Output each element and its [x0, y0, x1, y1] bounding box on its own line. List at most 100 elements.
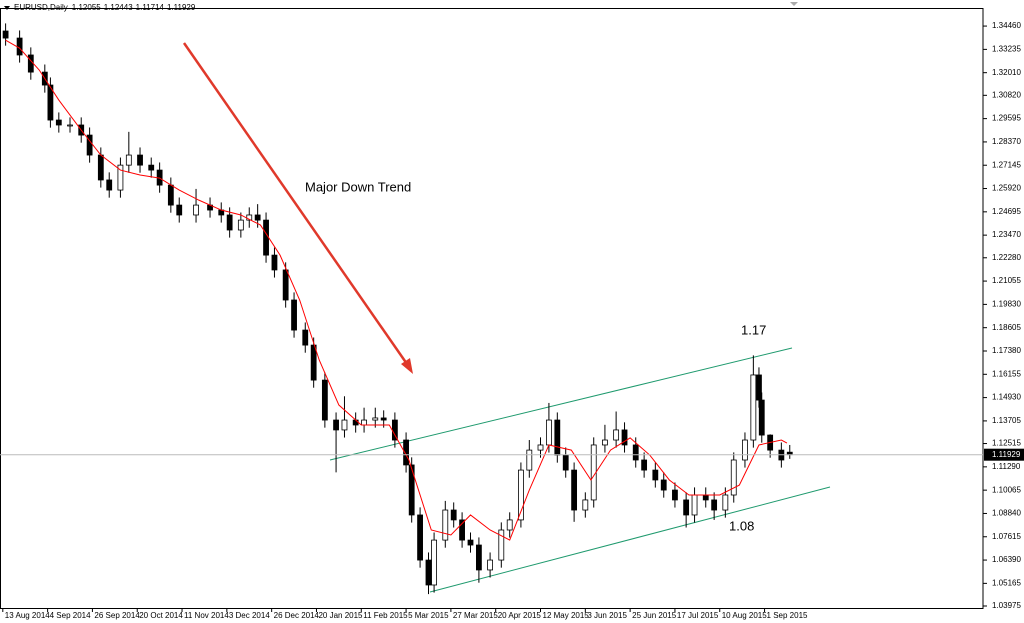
trend-arrow-head [401, 358, 413, 374]
x-tick-label: 27 Mar 2015 [453, 611, 498, 620]
candle-body [442, 509, 449, 541]
y-tick-label: 1.07615 [992, 532, 1021, 541]
y-tick-label: 1.18605 [992, 323, 1021, 332]
candle-body [341, 419, 348, 431]
marks [0, 23, 983, 595]
candle-body [361, 419, 367, 426]
y-tick-label: 1.17380 [992, 346, 1021, 355]
candle-body [302, 329, 309, 346]
y-tick-label: 1.06390 [992, 555, 1021, 564]
candle-body [291, 299, 297, 331]
candle-body [582, 499, 589, 511]
x-tick-label: 20 Apr 2015 [498, 611, 542, 620]
candle-body [67, 124, 73, 127]
candle-body [352, 419, 359, 426]
candle-body [702, 494, 709, 501]
candle-body [722, 494, 729, 511]
x-tick-label: 11 Feb 2015 [363, 611, 408, 620]
candle-body [756, 374, 762, 401]
y-tick-label: 1.27145 [992, 160, 1021, 169]
candle-body [554, 419, 561, 456]
y-tick-label: 1.29595 [992, 114, 1021, 123]
annotation: Major Down Trend [305, 179, 411, 194]
candle-body [333, 419, 339, 431]
y-tick-label: 1.14930 [992, 393, 1021, 402]
y-tick-label: 1.25920 [992, 184, 1021, 193]
candle-body [632, 444, 639, 461]
candle-body [254, 214, 261, 221]
candle-body [691, 494, 698, 516]
candle-body [403, 439, 409, 466]
shift-marker [790, 2, 798, 6]
current-price-box [984, 448, 1024, 461]
candle-body [106, 179, 113, 191]
candle-body [226, 214, 233, 231]
candle-body [660, 479, 667, 491]
x-tick-label: 12 May 2015 [543, 611, 590, 620]
candle-body [750, 374, 757, 441]
y-tick-label: 1.21055 [992, 276, 1021, 285]
candle-body [137, 154, 143, 166]
y-tick-label: 1.28370 [992, 137, 1021, 146]
y-tick-label: 1.10065 [992, 485, 1021, 494]
candle-body [391, 419, 398, 441]
y-tick-label: 1.16155 [992, 369, 1021, 378]
candle-body [372, 417, 379, 421]
candle-body [425, 559, 432, 586]
candle-body [148, 164, 155, 171]
x-tick-label: 17 Jul 2015 [677, 611, 719, 620]
x-tick-label: 13 Aug 2014 [5, 611, 50, 620]
annotation: 1.08 [729, 518, 754, 533]
candle-body [176, 204, 183, 216]
candle-body [417, 514, 423, 561]
x-tick-label: 26 Sep 2014 [94, 611, 140, 620]
candle-body [310, 344, 317, 381]
header-open: 1.12055 [72, 3, 101, 12]
candle-body [282, 269, 289, 301]
candle-body [546, 419, 552, 446]
y-tick-label: 1.23470 [992, 230, 1021, 239]
candle-body [431, 539, 437, 586]
candle-body [641, 459, 648, 471]
symbol: EURUSD,Daily [14, 3, 68, 12]
candle-body [408, 464, 415, 516]
candle-body [47, 84, 54, 121]
y-tick-label: 1.03975 [992, 601, 1021, 610]
moving-average [5, 39, 788, 541]
candle-body [571, 469, 578, 511]
y-tick-label: 1.22280 [992, 253, 1021, 262]
candle-body [16, 37, 23, 56]
y-tick-label: 1.32010 [992, 68, 1021, 77]
candle-body [711, 499, 718, 511]
candle-body [602, 439, 608, 446]
x-tick-label: 20 Jan 2015 [318, 611, 363, 620]
candle-body [730, 459, 737, 496]
candle-body [613, 429, 620, 441]
candle-body [450, 509, 457, 521]
x-tick-label: 20 Oct 2014 [139, 611, 183, 620]
candle-body [193, 204, 199, 216]
chart-header: EURUSD,Daily 1.12055 1.12443 1.11714 1.11929 [14, 3, 196, 12]
candle-body [97, 154, 104, 181]
candle-body [125, 154, 132, 166]
candle-body [742, 439, 748, 461]
x-tick-label: 11 Nov 2014 [184, 611, 229, 620]
candle-body [467, 539, 474, 546]
candle-body [526, 449, 533, 471]
x-tick-label: 26 Dec 2014 [274, 611, 320, 620]
y-tick-label: 1.12515 [992, 439, 1021, 448]
candle-body [758, 399, 765, 436]
candle-body [537, 444, 544, 451]
candle-body [506, 519, 513, 531]
y-tick-label: 1.33235 [992, 44, 1021, 53]
x-tick-label: 10 Aug 2015 [722, 611, 767, 620]
candle-body [263, 219, 269, 256]
candle-body [621, 429, 628, 446]
x-tick-label: 4 Sep 2014 [50, 611, 91, 620]
candle-body [562, 454, 569, 471]
candle-body [86, 134, 93, 156]
y-tick-label: 1.19830 [992, 299, 1021, 308]
candle-body [652, 469, 659, 481]
